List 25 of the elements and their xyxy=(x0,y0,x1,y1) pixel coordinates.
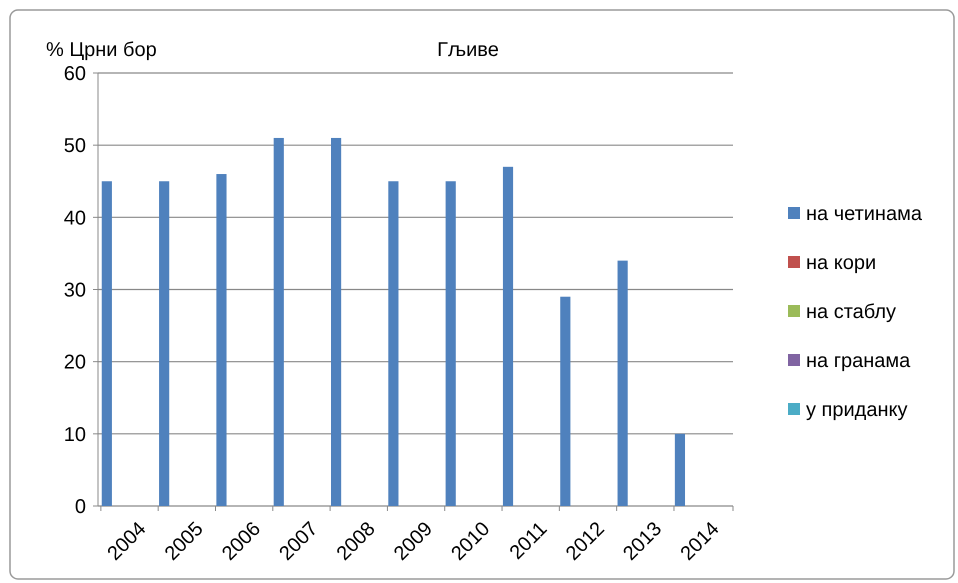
legend-label: на четинама xyxy=(806,203,923,225)
chart-title: Гљиве xyxy=(437,39,499,61)
bar xyxy=(502,166,514,506)
y-tick-label: 60 xyxy=(64,63,86,85)
legend-label: на кори xyxy=(806,252,876,274)
legend-label: у приданку xyxy=(806,399,908,421)
y-tick-label: 40 xyxy=(64,207,86,230)
y-axis-title: % Црни бор xyxy=(46,39,157,61)
bar xyxy=(560,296,570,506)
bar xyxy=(674,434,686,506)
y-tick-label: 10 xyxy=(64,424,86,446)
y-tick-label: 0 xyxy=(74,496,86,518)
legend-label: на гранама xyxy=(806,350,912,372)
bar xyxy=(388,181,398,506)
bar xyxy=(216,174,227,506)
bar xyxy=(330,138,342,506)
bar xyxy=(159,181,170,506)
bar xyxy=(274,138,284,506)
bar xyxy=(102,181,112,506)
y-tick-label: 50 xyxy=(64,135,86,158)
bar xyxy=(446,181,456,506)
y-tick-label: 20 xyxy=(64,352,86,374)
legend-label: на стаблу xyxy=(806,301,896,323)
y-tick-label: 30 xyxy=(64,280,86,302)
bar xyxy=(618,260,628,506)
